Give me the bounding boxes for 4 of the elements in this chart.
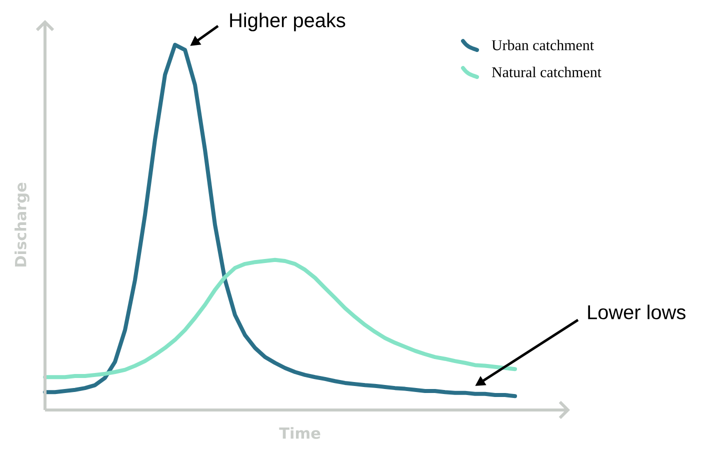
text: Higher peaks	[230, 12, 346, 32]
legend-label: Natural catchment	[492, 66, 602, 78]
text: Lower lows	[588, 304, 686, 320]
legend-label: Urban catchment	[492, 40, 594, 50]
